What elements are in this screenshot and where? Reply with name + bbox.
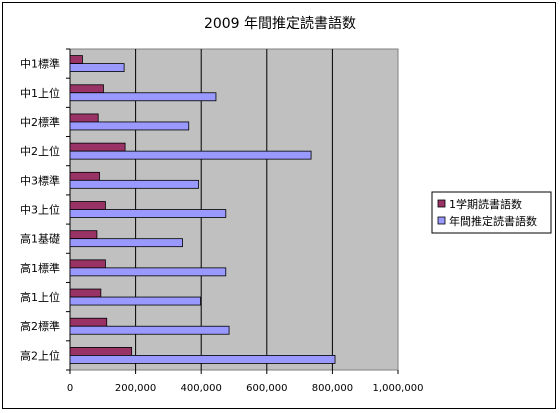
x-tick-label: 400,000 xyxy=(181,383,222,394)
y-tick-label: 中1標準 xyxy=(20,57,60,71)
x-tick-label: 200,000 xyxy=(115,383,156,394)
x-tick-label: 1,000,000 xyxy=(373,383,424,394)
bar-annual xyxy=(69,179,199,189)
bar-annual xyxy=(69,296,201,306)
bar-annual xyxy=(69,267,227,277)
bar-annual xyxy=(69,63,125,72)
y-tick-label: 中1上位 xyxy=(20,86,60,100)
bar-term1 xyxy=(69,201,106,210)
bar-term1 xyxy=(69,317,108,327)
chart-title: 2009 年間推定読書語数 xyxy=(203,16,357,32)
bar-term1 xyxy=(69,171,100,181)
bar-term1 xyxy=(69,55,83,64)
y-tick-label: 中2標準 xyxy=(20,115,60,129)
bar-term1 xyxy=(69,347,133,356)
x-tick-label: 800,000 xyxy=(312,383,353,394)
y-tick-label: 高2上位 xyxy=(20,348,60,362)
bar-term1 xyxy=(69,84,104,94)
y-tick-label: 高1標準 xyxy=(20,261,60,275)
y-tick-label: 中3標準 xyxy=(20,173,60,187)
bar-term1 xyxy=(69,259,106,269)
legend-label: 1学期読書語数 xyxy=(449,197,522,211)
y-tick-label: 高1上位 xyxy=(20,290,60,304)
y-tick-label: 高2標準 xyxy=(20,319,60,333)
y-tick-label: 中2上位 xyxy=(20,144,60,158)
bar-annual xyxy=(69,150,312,160)
bar-annual xyxy=(69,238,183,248)
bar-term1 xyxy=(69,288,102,298)
legend-swatch xyxy=(437,216,446,225)
bar-term1 xyxy=(69,113,99,123)
bar-term1 xyxy=(69,142,126,152)
bar-annual xyxy=(69,325,230,335)
legend-box xyxy=(431,191,552,234)
bar-annual xyxy=(69,209,227,218)
bar-annual xyxy=(69,121,190,131)
y-tick-label: 高1基礎 xyxy=(20,232,60,246)
legend-swatch xyxy=(437,199,446,208)
x-tick-label: 0 xyxy=(67,383,73,394)
y-tick-label: 中3上位 xyxy=(20,203,60,217)
x-tick-label: 600,000 xyxy=(246,383,287,394)
legend-label: 年間推定読書語数 xyxy=(449,214,537,228)
bar-term1 xyxy=(69,230,98,240)
bar-annual xyxy=(69,92,217,102)
bar-annual xyxy=(69,355,336,364)
